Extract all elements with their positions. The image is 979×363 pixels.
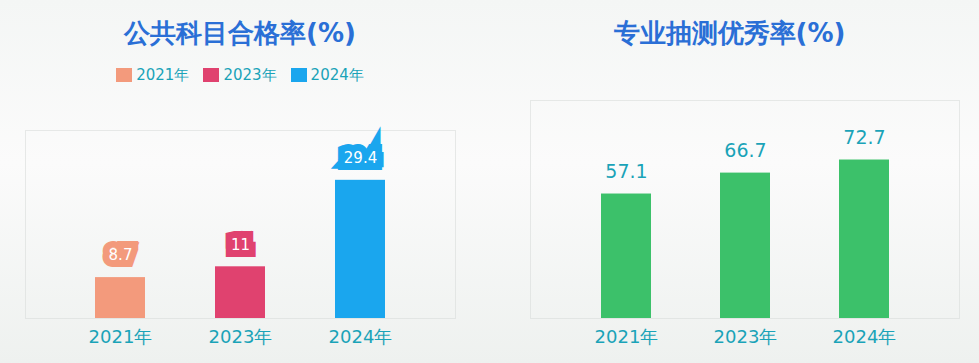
html-text:2021年: 2021年 [136, 65, 190, 84]
svg-text:57.1: 57.1 [605, 160, 647, 182]
svg-text:2023年: 2023年 [209, 326, 273, 347]
html-text:公共科目合格率(%): 公共科目合格率(%) [124, 18, 356, 48]
svg-text:8.7: 8.7 [109, 246, 133, 264]
svg-text:72.7: 72.7 [843, 126, 885, 148]
svg-text:66.7: 66.7 [724, 139, 766, 161]
html-text:2024年: 2024年 [310, 65, 364, 84]
svg-text:2023年: 2023年 [714, 326, 778, 347]
html-text:专业抽测优秀率(%): 专业抽测优秀率(%) [613, 18, 846, 48]
html-text:2023年: 2023年 [223, 65, 277, 84]
svg-text:2021年: 2021年 [595, 326, 659, 347]
svg-text:2021年: 2021年 [89, 326, 153, 347]
svg-text:2024年: 2024年 [833, 326, 897, 347]
svg-text:11: 11 [231, 236, 250, 254]
svg-text:2024年: 2024年 [329, 326, 393, 347]
svg-text:29.4: 29.4 [344, 149, 377, 167]
